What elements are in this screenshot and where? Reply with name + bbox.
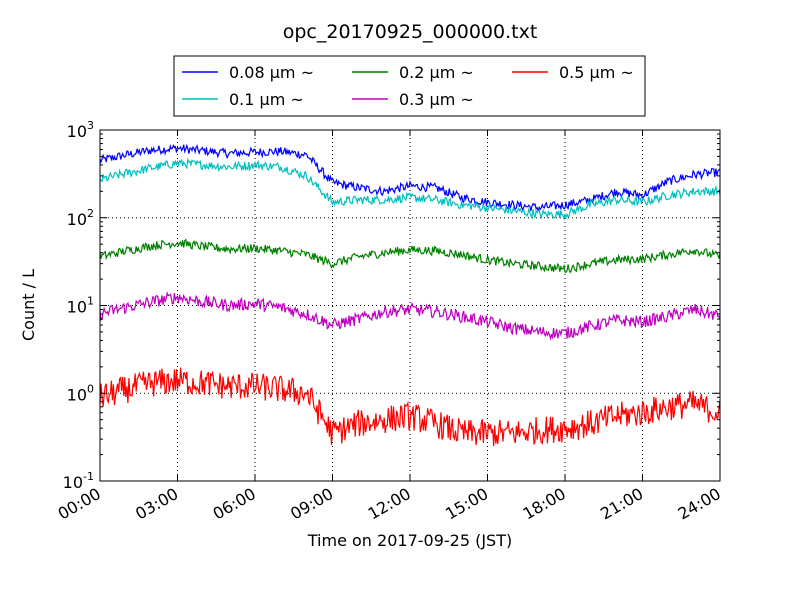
series-line [99,290,721,341]
y-tick-label: 103 [67,119,94,141]
x-tick-labels: 00:00 03:00 06:00 09:00 12:00 15:00 18:00 21:00… [55,484,724,524]
x-tick-label: 09:00 [287,484,336,524]
tick-marks [99,129,721,482]
x-tick-label: 03:00 [132,484,181,524]
plot-area [99,129,721,482]
x-tick-label: 12:00 [365,484,414,524]
chart-title: opc_20170925_000000.txt [283,21,538,43]
y-tick-label: 101 [67,295,94,317]
y-tick-labels: 10-1 100 101 102 103 [63,119,94,492]
legend-label: 0.08 μm ~ [229,63,314,82]
y-tick-label: 10-1 [63,470,94,492]
series-line [99,367,721,447]
legend-label: 0.2 μm ~ [399,63,474,82]
x-tick-label: 21:00 [597,484,646,524]
series-line [99,157,721,221]
x-tick-label: 18:00 [520,484,569,524]
series-line [99,143,721,213]
y-axis-label: Count / L [19,269,38,341]
x-tick-label: 24:00 [675,484,724,524]
x-axis-label: Time on 2017-09-25 (JST) [307,531,512,550]
series-lines [99,143,721,447]
legend: 0.08 μm ~ 0.1 μm ~ 0.2 μm ~ 0.3 μm ~ 0.5 μm … [173,55,646,117]
legend-label: 0.1 μm ~ [229,90,304,109]
legend-label: 0.3 μm ~ [399,90,474,109]
x-tick-label: 15:00 [442,484,491,524]
legend-box [173,55,646,117]
legend-label: 0.5 μm ~ [559,63,634,82]
y-tick-label: 100 [67,382,94,404]
series-line [99,238,721,274]
x-tick-label: 06:00 [210,484,259,524]
y-tick-label: 102 [67,207,94,229]
